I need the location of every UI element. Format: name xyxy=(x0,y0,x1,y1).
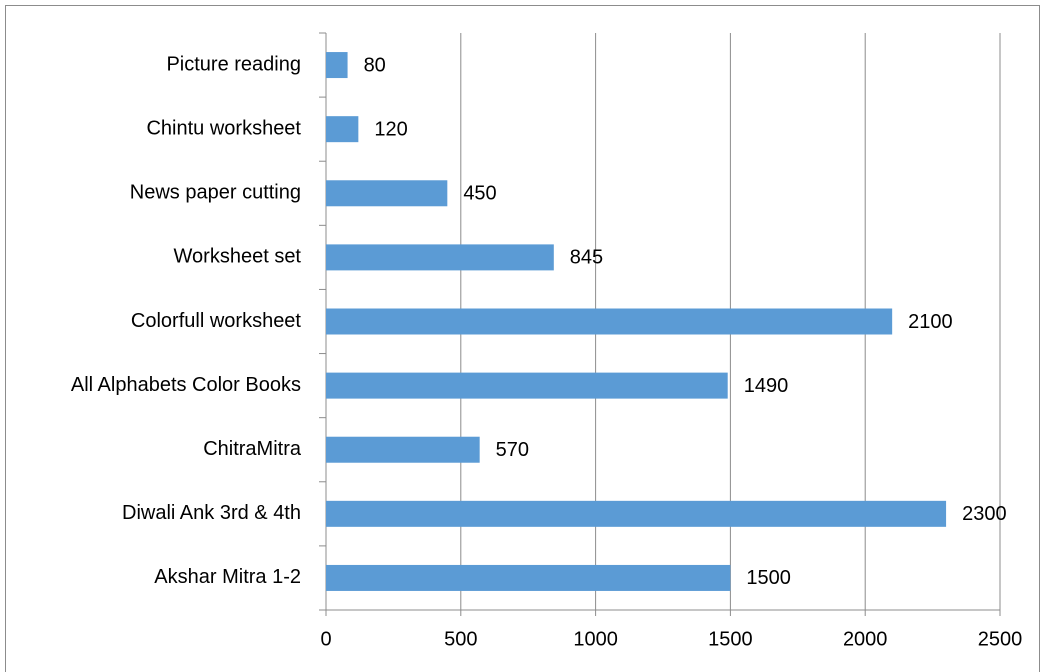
bar xyxy=(326,244,554,271)
value-label: 2300 xyxy=(962,503,1007,525)
bar xyxy=(326,116,359,143)
y-tick-label: ChitraMitra xyxy=(203,438,302,460)
bar xyxy=(326,52,348,79)
x-tick-label: 1000 xyxy=(573,628,618,650)
bar xyxy=(326,564,731,591)
x-tick-label: 1500 xyxy=(708,628,753,650)
x-tick-label: 2500 xyxy=(978,628,1023,650)
y-tick-label: Diwali Ank 3rd & 4th xyxy=(122,502,301,524)
value-label: 2100 xyxy=(908,311,953,333)
value-label: 845 xyxy=(570,247,603,269)
y-tick-label: Akshar Mitra 1-2 xyxy=(154,566,301,588)
value-label: 80 xyxy=(364,54,386,76)
y-tick-label: All Alphabets Color Books xyxy=(71,374,301,396)
y-tick-label: Worksheet set xyxy=(174,246,302,268)
chart-frame xyxy=(5,5,1040,672)
x-tick-label: 500 xyxy=(444,628,477,650)
value-label: 1500 xyxy=(746,567,791,589)
value-label: 570 xyxy=(496,439,529,461)
y-tick-label: Colorfull worksheet xyxy=(131,310,302,332)
bar xyxy=(326,308,893,335)
y-tick-label: Picture reading xyxy=(166,53,301,75)
bar xyxy=(326,180,448,207)
value-label: 1490 xyxy=(744,375,789,397)
y-tick-label: News paper cutting xyxy=(130,182,301,204)
x-tick-label: 0 xyxy=(320,628,331,650)
bar xyxy=(326,372,728,399)
bar xyxy=(326,436,480,463)
bar xyxy=(326,500,947,527)
value-label: 120 xyxy=(374,118,407,140)
y-tick-label: Chintu worksheet xyxy=(146,117,301,139)
value-label: 450 xyxy=(463,183,496,205)
x-tick-label: 2000 xyxy=(843,628,888,650)
